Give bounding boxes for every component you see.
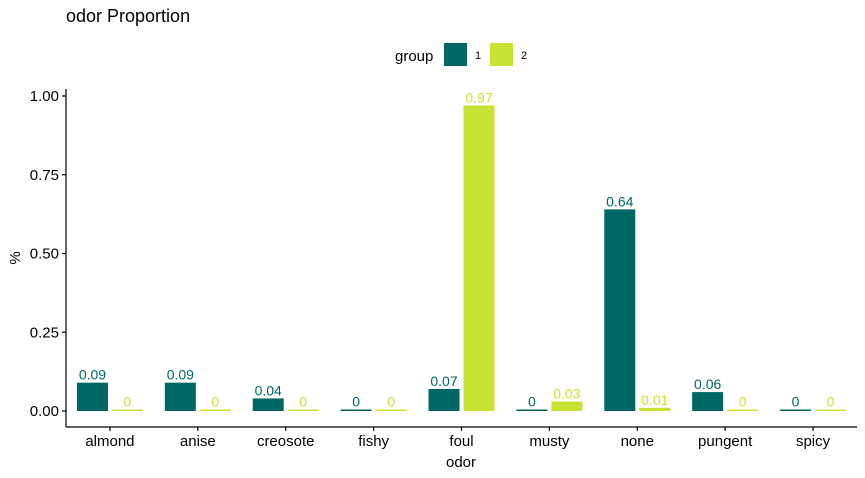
bar-series-2-musty xyxy=(551,401,583,411)
data-label: 0.04 xyxy=(255,382,282,398)
data-label: 0.01 xyxy=(641,392,668,408)
bar-series-1-spicy xyxy=(780,409,812,411)
data-label: 0.97 xyxy=(465,89,492,105)
data-label: 0 xyxy=(124,394,132,410)
x-tick-label: fishy xyxy=(358,433,389,450)
data-label: 0.09 xyxy=(167,367,194,383)
x-tick-label: pungent xyxy=(698,433,753,450)
x-tick-label: almond xyxy=(85,433,134,450)
x-tick-label: foul xyxy=(449,433,473,450)
bar-series-2-anise xyxy=(199,409,231,411)
y-axis-title: % xyxy=(7,251,24,264)
data-label: 0 xyxy=(739,394,747,410)
data-label: 0 xyxy=(211,394,219,410)
data-label: 0.06 xyxy=(694,376,721,392)
legend-key xyxy=(444,43,467,66)
y-tick-label: 0.75 xyxy=(30,167,59,184)
x-tick-label: spicy xyxy=(796,433,831,450)
bar-series-1-foul xyxy=(428,388,460,411)
y-tick-label: 0.50 xyxy=(30,246,59,263)
data-label: 0.03 xyxy=(553,386,580,402)
plot-area: 0.00 0.25 0.50 0.75 1.00 almond anise creosote f… xyxy=(30,88,857,450)
bar-series-2-fishy xyxy=(375,409,407,411)
y-tick-label: 0.00 xyxy=(30,403,59,420)
data-label: 0 xyxy=(352,394,360,410)
bar-series-2-creosote xyxy=(287,409,319,411)
bar-series-2-foul xyxy=(463,105,495,411)
y-tick-label: 1.00 xyxy=(30,88,59,105)
data-label: 0 xyxy=(827,394,835,410)
bar-series-1-almond xyxy=(76,382,108,411)
legend-label: 2 xyxy=(521,50,527,62)
x-tick-label: none xyxy=(621,433,654,450)
legend-label: 1 xyxy=(475,50,481,62)
bar-series-1-pungent xyxy=(692,392,724,411)
bar-series-1-none xyxy=(604,209,636,411)
legend-title: group xyxy=(395,48,433,65)
x-tick-label: creosote xyxy=(257,433,315,450)
bar-series-2-none xyxy=(639,407,671,411)
x-axis-title: odor xyxy=(446,454,476,471)
chart-title: odor Proportion xyxy=(66,6,190,26)
x-tick-label: anise xyxy=(180,433,216,450)
data-label: 0 xyxy=(387,394,395,410)
legend: group 1 2 xyxy=(395,43,527,66)
legend-key xyxy=(490,43,513,66)
x-tick-label: musty xyxy=(529,433,570,450)
data-label: 0 xyxy=(528,394,536,410)
bar-series-1-fishy xyxy=(340,409,372,411)
bar-series-1-creosote xyxy=(252,398,284,411)
y-tick-label: 0.25 xyxy=(30,324,59,341)
bar-series-2-spicy xyxy=(815,409,847,411)
data-label: 0.64 xyxy=(606,193,633,209)
data-label: 0.09 xyxy=(79,367,106,383)
bar-series-2-pungent xyxy=(727,409,759,411)
bar-series-2-almond xyxy=(111,409,143,411)
data-label: 0 xyxy=(299,394,307,410)
bar-series-1-anise xyxy=(164,382,196,411)
data-label: 0 xyxy=(792,394,800,410)
data-label: 0.07 xyxy=(430,373,457,389)
bar-series-1-musty xyxy=(516,409,548,411)
